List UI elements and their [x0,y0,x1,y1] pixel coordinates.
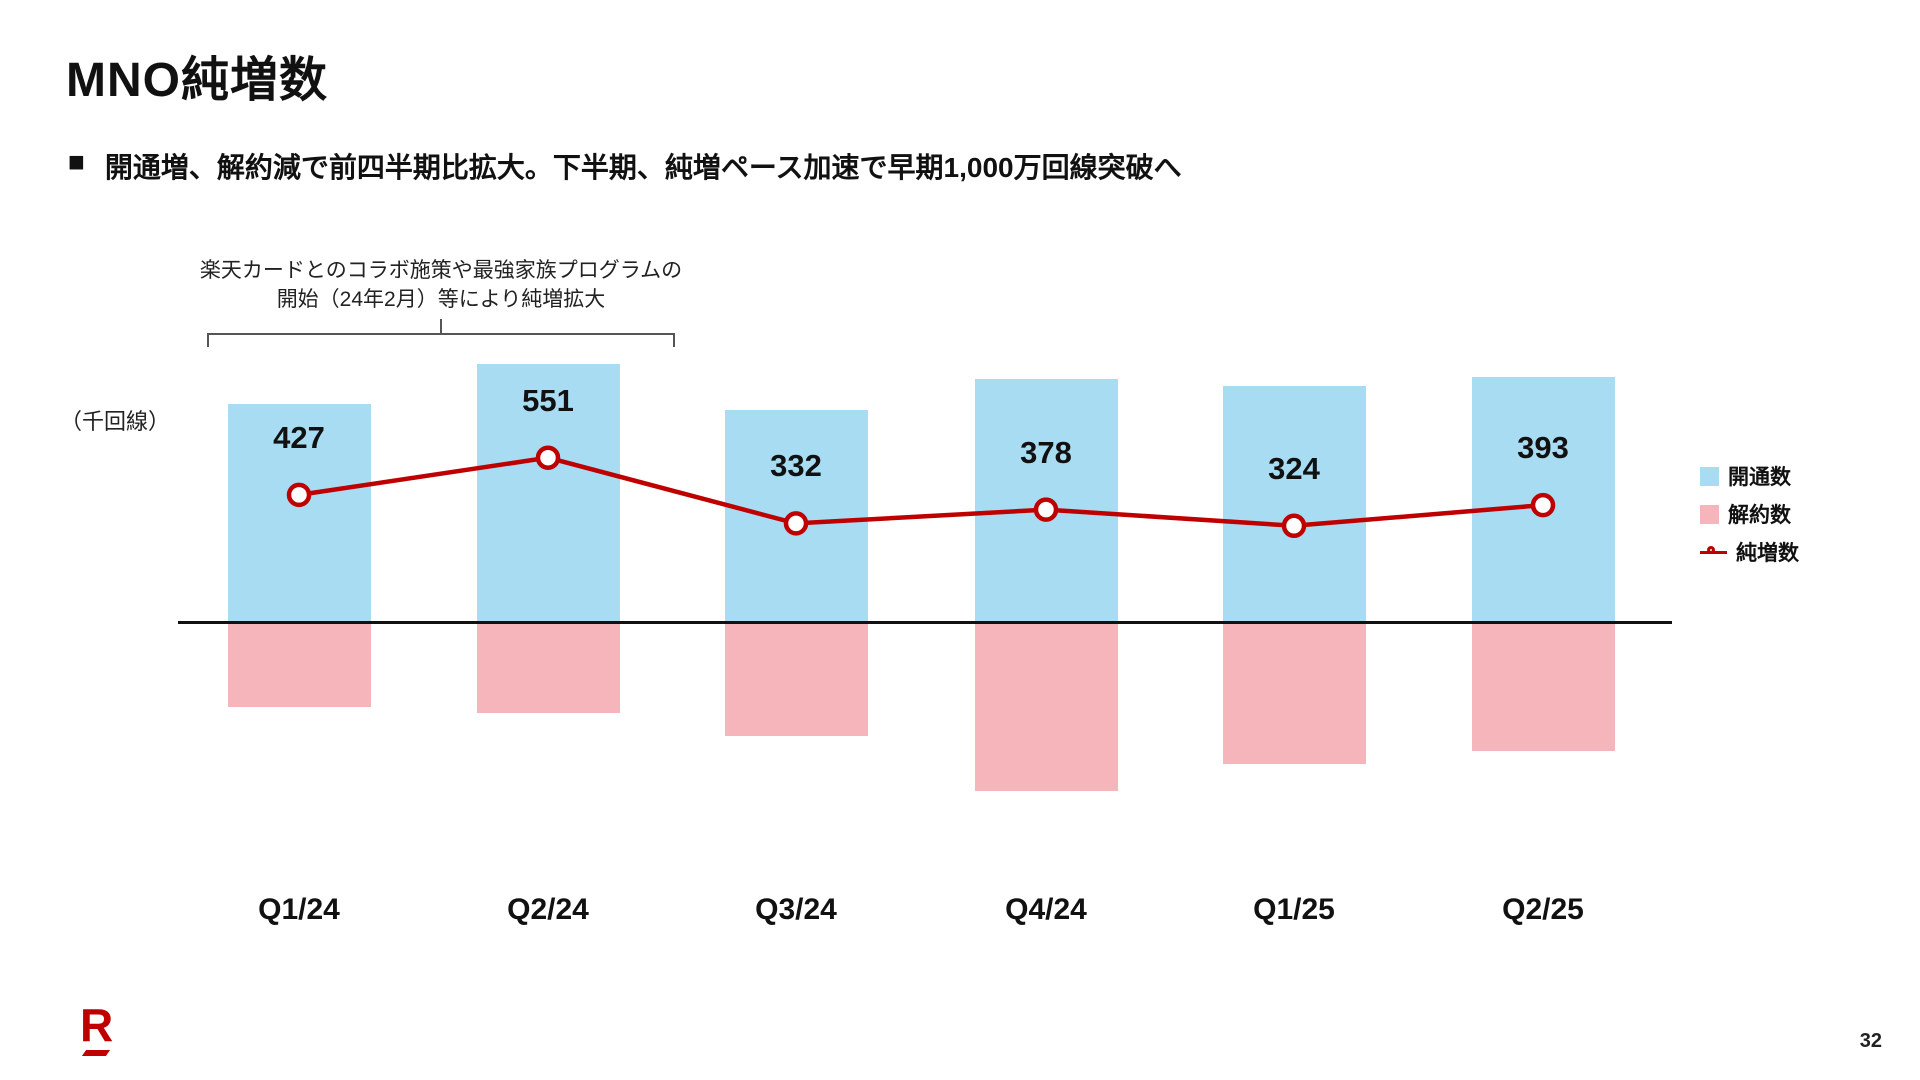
x-axis-label: Q2/25 [1502,893,1584,926]
legend-item: 純増数 [1700,537,1799,567]
churn-bar [476,623,620,713]
net-adds-value-label: 332 [770,448,822,484]
gross-adds-bar [974,378,1118,623]
churn-bar [724,623,868,736]
x-axis-line [178,621,1672,624]
x-axis-label: Q4/24 [1005,893,1087,926]
annotation: 楽天カードとのコラボ施策や最強家族プログラムの 開始（24年2月）等により純増拡… [190,256,692,314]
bullet-marker: ■ [68,146,85,177]
net-adds-value-label: 324 [1268,450,1320,486]
churn-bar [227,623,371,707]
headline-text: 開通増、解約減で前四半期比拡大。下半期、純増ペース加速で早期1,000万回線突破… [104,152,1182,183]
annotation-bracket [207,333,675,347]
rakuten-logo: R [80,1002,140,1062]
legend-label: 解約数 [1728,504,1791,527]
churn-bar [1471,623,1615,751]
legend-line-marker-icon [1700,543,1727,562]
churn-bar [974,623,1118,791]
y-axis-unit-label: （千回線） [60,409,171,434]
annotation-line2: 開始（24年2月）等により純増拡大 [276,288,606,311]
legend-line-dot [1707,545,1715,554]
legend-item: 解約数 [1700,499,1799,529]
net-adds-value-label: 551 [522,382,574,418]
legend-item: 開通数 [1700,461,1799,491]
legend: 開通数解約数純増数 [1700,461,1799,567]
x-axis-label: Q3/24 [755,893,837,926]
net-adds-value-label: 378 [1020,434,1072,470]
net-adds-value-label: 427 [273,419,325,455]
net-adds-value-label: 393 [1517,430,1569,466]
x-axis-label: Q2/24 [507,893,589,926]
annotation-line1: 楽天カードとのコラボ施策や最強家族プログラムの [199,259,683,282]
legend-swatch [1700,504,1719,524]
legend-label: 純増数 [1736,542,1799,565]
legend-label: 開通数 [1728,466,1791,489]
rakuten-logo-letter: R [80,999,114,1051]
x-axis-label: Q1/24 [258,893,340,926]
x-axis-label: Q1/25 [1253,893,1335,926]
gross-adds-bar [1471,377,1615,623]
page-title: MNO純増数 [66,54,328,107]
legend-swatch [1700,466,1719,486]
headline: ■ 開通増、解約減で前四半期比拡大。下半期、純増ペース加速で早期1,000万回線… [68,146,1182,186]
annotation-bracket-tick [440,319,442,334]
gross-adds-bar [1222,386,1366,623]
rakuten-logo-underline [81,1050,111,1056]
page-number: 32 [1859,1030,1882,1052]
gross-adds-bar [724,410,868,623]
churn-bar [1222,623,1366,764]
